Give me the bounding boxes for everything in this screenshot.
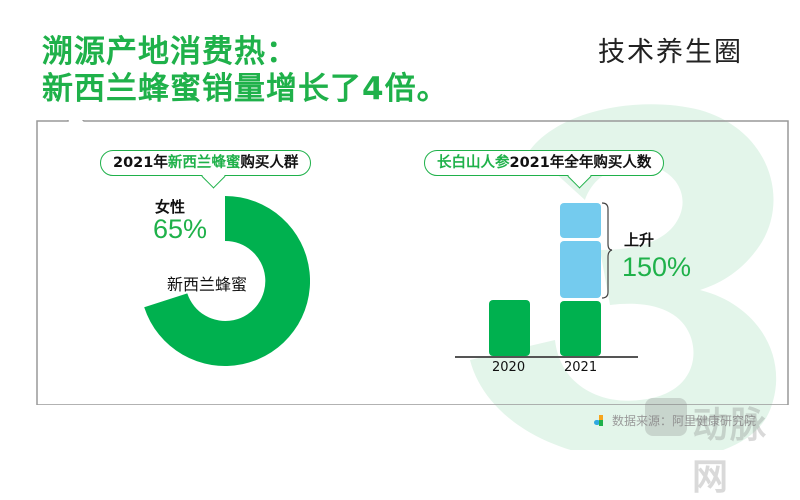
x-axis bbox=[455, 356, 638, 358]
bar-2021-growth-upper bbox=[560, 203, 601, 238]
female-label: 女性 bbox=[155, 198, 186, 216]
background-digit-three bbox=[470, 104, 777, 450]
donut-center-label: 新西兰蜂蜜 bbox=[167, 275, 248, 294]
title-line-2: 新西兰蜂蜜销量增长了4倍。 bbox=[42, 71, 449, 107]
x-label-2021: 2021 bbox=[564, 360, 598, 375]
brace-icon bbox=[601, 202, 613, 299]
left-bubble-highlight: 新西兰蜂蜜 bbox=[167, 155, 241, 171]
source-logo-icon bbox=[594, 414, 606, 427]
female-percent: 65% bbox=[153, 214, 208, 244]
source-text: 数据来源：阿里健康研究院 bbox=[612, 414, 757, 428]
content-frame bbox=[36, 120, 789, 405]
right-bubble-suffix: 2021年全年购买人数 bbox=[509, 155, 652, 171]
right-bubble-highlight: 长白山人参 bbox=[437, 155, 510, 171]
brand-name: 技术养生圈 bbox=[598, 37, 743, 68]
bar-2021-growth-lower bbox=[560, 241, 601, 298]
donut-chart bbox=[144, 196, 310, 366]
increase-label: 上升 bbox=[624, 231, 655, 249]
bar-2020 bbox=[489, 300, 530, 356]
title-line-1: 溯源产地消费热： bbox=[42, 34, 298, 70]
bar-2021-base bbox=[560, 301, 601, 356]
left-bubble-prefix: 2021年 bbox=[113, 155, 168, 171]
left-bubble-suffix: 购买人群 bbox=[240, 155, 299, 171]
data-source: 数据来源：阿里健康研究院 bbox=[594, 412, 756, 429]
right-chart-title-bubble: 长白山人参2021年全年购买人数 bbox=[424, 150, 665, 176]
page-title: 溯源产地消费热： 新西兰蜂蜜销量增长了4倍。 bbox=[42, 34, 449, 108]
x-label-2020: 2020 bbox=[492, 360, 526, 375]
watermark-logo-icon bbox=[645, 398, 687, 436]
watermark-text: 动脉网 bbox=[692, 405, 769, 498]
increase-percent: 150% bbox=[622, 252, 692, 282]
